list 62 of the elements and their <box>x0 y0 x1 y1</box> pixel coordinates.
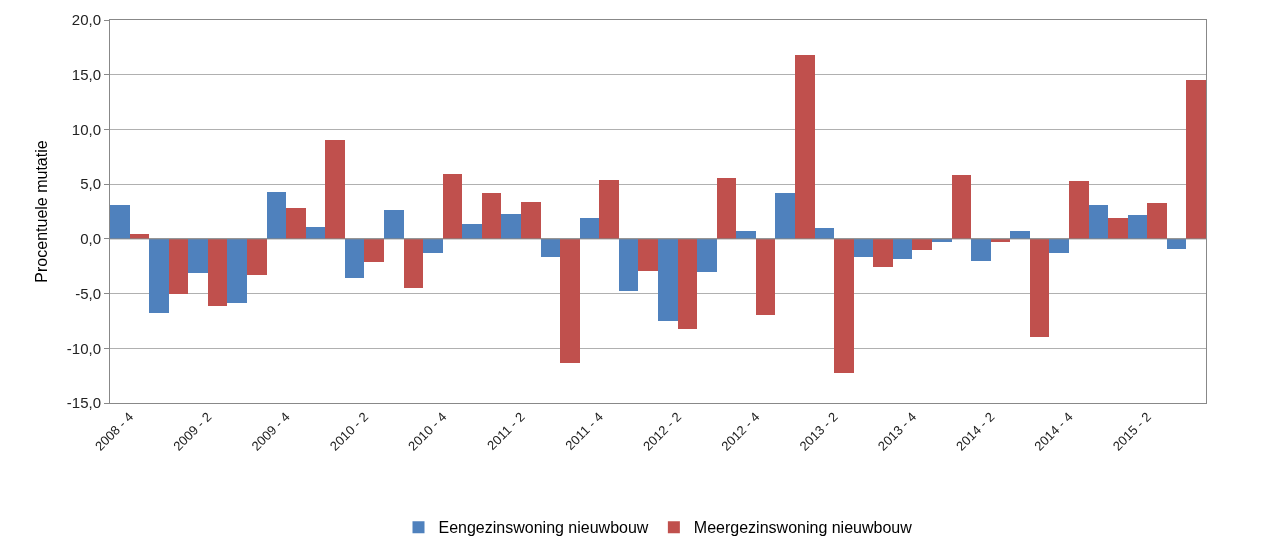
bar <box>169 239 188 294</box>
bar <box>638 239 658 271</box>
bar <box>541 239 560 257</box>
y-tick-label: 5,0 <box>80 175 101 193</box>
bar <box>188 239 208 273</box>
y-tick-label: -10,0 <box>66 339 101 357</box>
y-tick-label: 0,0 <box>80 230 101 248</box>
bar <box>1049 239 1069 253</box>
bar <box>1167 239 1186 249</box>
bar <box>521 202 541 239</box>
bar <box>912 239 932 250</box>
bar <box>325 140 345 239</box>
bar <box>971 239 991 261</box>
y-axis-title: Procentuele mutatie <box>32 140 50 283</box>
bar <box>1069 181 1089 239</box>
y-tick-label: -15,0 <box>66 394 101 412</box>
bar <box>364 239 384 262</box>
bar <box>149 239 169 313</box>
bar <box>482 193 501 239</box>
bar <box>619 239 638 291</box>
y-tick-label: 20,0 <box>71 11 101 29</box>
bar <box>1030 239 1049 337</box>
bar <box>345 239 364 278</box>
bar <box>560 239 580 363</box>
bar <box>697 239 717 272</box>
bar <box>658 239 678 321</box>
bar <box>306 227 325 239</box>
y-tick-label: 10,0 <box>71 120 101 138</box>
bar <box>717 178 736 239</box>
bar <box>247 239 267 275</box>
bar <box>443 174 462 239</box>
bar <box>893 239 912 259</box>
bar <box>599 180 619 239</box>
bar <box>952 175 971 239</box>
bar <box>1147 203 1167 239</box>
bar <box>110 205 130 239</box>
legend-label: Meergezinswoning nieuwbouw <box>693 519 913 537</box>
bar <box>775 193 795 239</box>
bar <box>795 55 815 239</box>
bar <box>873 239 893 267</box>
bar <box>267 192 286 239</box>
y-tick-label: -5,0 <box>75 284 101 302</box>
bar <box>384 210 404 239</box>
bar <box>834 239 854 373</box>
bar <box>423 239 443 253</box>
bar <box>501 214 521 239</box>
bar <box>404 239 423 288</box>
bar <box>227 239 247 303</box>
bar <box>580 218 599 239</box>
bar <box>1089 205 1108 239</box>
bar <box>1108 218 1128 239</box>
bar <box>1128 215 1147 239</box>
y-tick-label: 15,0 <box>71 65 101 83</box>
legend-label: Eengezinswoning nieuwbouw <box>438 519 649 537</box>
bar <box>815 228 834 239</box>
bar <box>756 239 775 315</box>
bar <box>286 208 306 239</box>
bar <box>208 239 227 306</box>
bar <box>462 224 482 239</box>
bar <box>854 239 873 257</box>
bar <box>678 239 697 329</box>
bar <box>1186 80 1206 239</box>
